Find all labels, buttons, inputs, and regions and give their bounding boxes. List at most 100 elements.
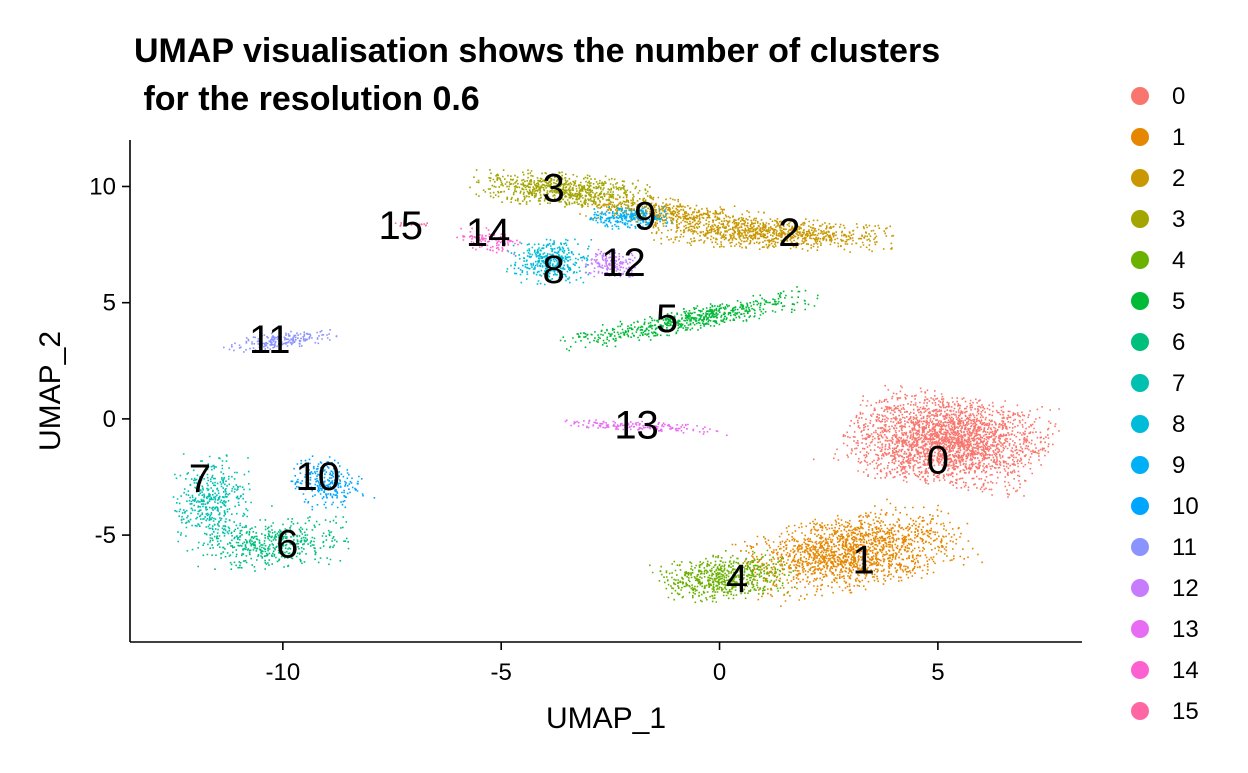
legend-item-6: 6: [1131, 329, 1185, 356]
legend-key-11: [1131, 538, 1149, 556]
x-tick-label: 5: [931, 659, 944, 686]
legend-item-5: 5: [1131, 288, 1185, 315]
cluster-label-8: 8: [542, 248, 564, 292]
legend-label-6: 6: [1172, 329, 1185, 356]
cluster-8-points: [506, 238, 593, 286]
x-axis-title: UMAP_1: [546, 702, 666, 735]
cluster-7-point-cloud: [172, 453, 273, 557]
cluster-label-11: 11: [249, 318, 291, 362]
legend-label-1: 1: [1172, 124, 1185, 151]
y-axis-title: UMAP_2: [34, 331, 67, 451]
legend-item-4: 4: [1131, 247, 1185, 274]
cluster-4-points: [649, 549, 796, 604]
cluster-10-point-cloud: [290, 455, 376, 511]
legend-label-3: 3: [1172, 206, 1185, 233]
legend-item-1: 1: [1131, 124, 1185, 151]
cluster-6-point-cloud: [197, 515, 350, 572]
legend-key-1: [1131, 128, 1149, 146]
cluster-14-points: [456, 227, 521, 256]
cluster-9-point-cloud: [589, 206, 673, 230]
legend-key-2: [1131, 169, 1149, 187]
cluster-15-point-cloud: [394, 222, 428, 227]
legend-label-11: 11: [1172, 534, 1197, 561]
legend-label-9: 9: [1172, 452, 1185, 479]
legend-key-3: [1131, 210, 1149, 228]
y-tick-label: 5: [103, 290, 116, 317]
cluster-1-points: [731, 498, 983, 607]
cluster-label-0: 0: [927, 439, 949, 483]
cluster-12-points: [581, 248, 639, 278]
legend-label-12: 12: [1172, 575, 1199, 602]
legend-key-15: [1131, 702, 1149, 720]
x-tick-label: -5: [491, 659, 512, 686]
x-axis-ticks: -10 -5 0 5: [266, 642, 945, 686]
cluster-label-13: 13: [614, 404, 659, 448]
legend-key-8: [1131, 415, 1149, 433]
cluster-label-12: 12: [601, 241, 646, 285]
legend-label-2: 2: [1172, 165, 1185, 192]
cluster-5-points: [559, 286, 819, 352]
legend-label-0: 0: [1172, 83, 1185, 110]
cluster-6-points: [197, 515, 350, 572]
legend-key-12: [1131, 579, 1149, 597]
legend-key-9: [1131, 456, 1149, 474]
legend-key-7: [1131, 374, 1149, 392]
legend-item-8: 8: [1131, 411, 1185, 438]
cluster-label-7: 7: [189, 457, 211, 501]
cluster-0-points: [812, 384, 1060, 498]
cluster-5-point-cloud: [559, 286, 819, 352]
cluster-14-point-cloud: [456, 227, 521, 256]
legend-key-6: [1131, 333, 1149, 351]
scatter-points: [172, 169, 1060, 607]
cluster-label-6: 6: [276, 522, 298, 566]
legend-item-15: 15: [1131, 698, 1199, 725]
cluster-12-point-cloud: [581, 248, 639, 278]
legend-label-15: 15: [1172, 698, 1199, 725]
chart-title-line-2: for the resolution 0.6: [134, 80, 480, 118]
cluster-8-point-cloud: [506, 238, 593, 286]
cluster-label-1: 1: [853, 539, 875, 583]
y-tick-label: 0: [103, 406, 116, 433]
x-tick-label: -10: [266, 659, 301, 686]
legend-key-10: [1131, 497, 1149, 515]
legend-item-0: 0: [1131, 83, 1185, 110]
cluster-3-point-cloud: [469, 169, 654, 212]
cluster-10-points: [290, 455, 376, 511]
legend-label-7: 7: [1172, 370, 1185, 397]
cluster-4-point-cloud: [649, 549, 796, 604]
cluster-13-point-cloud: [564, 419, 728, 437]
cluster-2-points: [579, 193, 895, 253]
cluster-label-5: 5: [656, 297, 678, 341]
cluster-1-point-cloud: [731, 498, 983, 607]
legend-item-10: 10: [1131, 493, 1199, 520]
cluster-label-2: 2: [778, 211, 800, 255]
cluster-label-15: 15: [379, 204, 424, 248]
legend-key-14: [1131, 661, 1149, 679]
y-tick-label: -5: [95, 522, 116, 549]
cluster-7-points: [172, 453, 273, 557]
legend-item-9: 9: [1131, 452, 1185, 479]
cluster-label-14: 14: [466, 211, 511, 255]
cluster-13-points: [564, 419, 728, 437]
legend-item-11: 11: [1131, 534, 1197, 561]
legend-key-13: [1131, 620, 1149, 638]
y-axis-ticks: 10 5 0 -5: [89, 173, 130, 549]
legend-item-2: 2: [1131, 165, 1185, 192]
legend-key-0: [1131, 87, 1149, 105]
cluster-0-point-cloud: [812, 384, 1060, 498]
legend-label-5: 5: [1172, 288, 1185, 315]
cluster-11-point-cloud: [223, 329, 338, 353]
legend-item-12: 12: [1131, 575, 1199, 602]
x-tick-label: 0: [713, 659, 726, 686]
legend-item-7: 7: [1131, 370, 1185, 397]
chart-title-line-1: UMAP visualisation shows the number of c…: [134, 32, 940, 70]
cluster-label-10: 10: [296, 455, 341, 499]
legend-key-4: [1131, 251, 1149, 269]
cluster-label-9: 9: [634, 195, 656, 239]
cluster-15-points: [394, 222, 428, 227]
legend-label-14: 14: [1172, 657, 1199, 684]
